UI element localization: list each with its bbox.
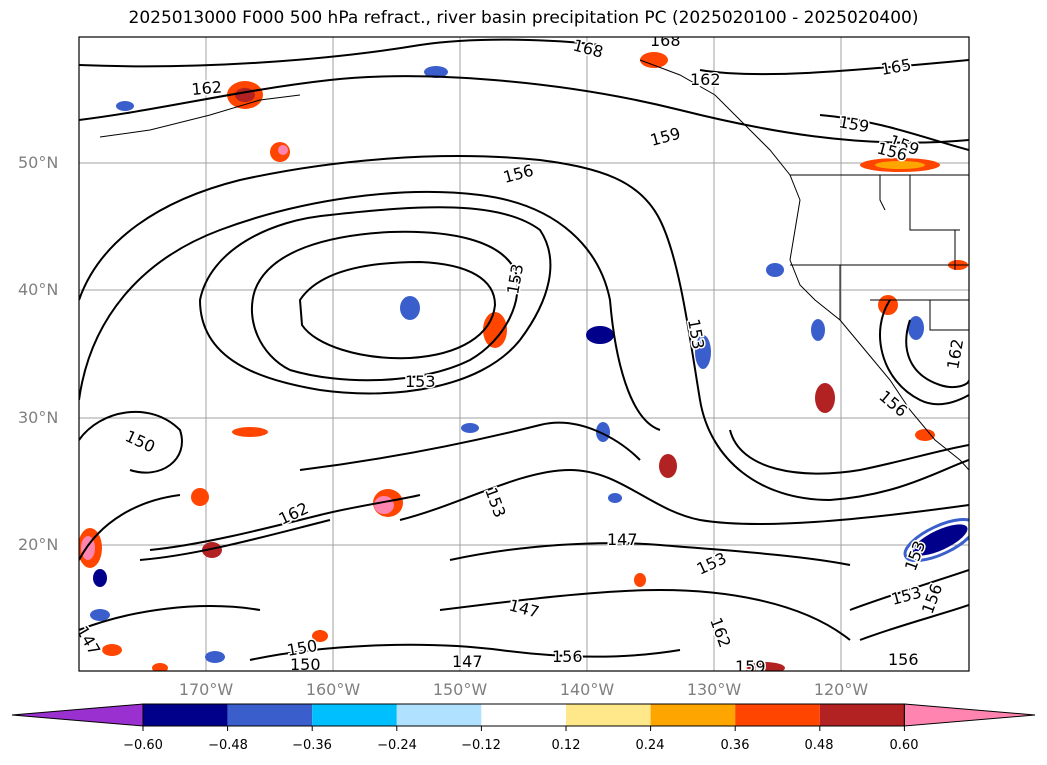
height-contours — [79, 38, 969, 661]
colorbar-tick: −0.60 — [123, 738, 163, 753]
contour-label: 159 — [735, 657, 766, 676]
lon-label-140w: 140°W — [559, 680, 615, 699]
colorbar-extend-high — [903, 703, 1036, 727]
contour-label: 156 — [888, 650, 919, 669]
precip-shading — [79, 52, 969, 671]
contour-label: 168 — [650, 31, 681, 50]
contour-label: 150 — [290, 655, 321, 674]
lat-label-20n: 20°N — [18, 535, 59, 554]
colorbar-tick: −0.24 — [377, 738, 417, 753]
colorbar-segment — [566, 704, 651, 726]
lon-label-160w: 160°W — [305, 680, 361, 699]
contour-label: 162 — [191, 77, 223, 99]
gridlines — [79, 37, 969, 671]
lat-label-30n: 30°N — [18, 408, 59, 427]
colorbar-segment — [312, 704, 397, 726]
lon-label-170w: 170°W — [178, 680, 234, 699]
contour-label: 147 — [607, 530, 638, 549]
colorbar-tick: 0.48 — [804, 738, 834, 753]
colorbar-segment — [227, 704, 313, 726]
colorbar-outline — [142, 703, 905, 727]
colorbar-tick: −0.36 — [292, 738, 332, 753]
colorbar-segment — [735, 704, 820, 726]
colorbar-tick: 0.24 — [635, 738, 665, 753]
colorbar-tick: 0.60 — [889, 738, 919, 753]
colorbar-segment — [143, 704, 228, 726]
map-title: 2025013000 F000 500 hPa refract., river … — [128, 8, 919, 28]
lon-label-120w: 120°W — [813, 680, 869, 699]
colorbar-segment — [481, 704, 566, 726]
colorbar-segment — [650, 704, 736, 726]
contour-label: 153 — [405, 372, 436, 391]
colorbar-tick: −0.12 — [461, 738, 501, 753]
contour-label: 162 — [690, 70, 721, 89]
colorbar-extend-low — [11, 703, 144, 727]
lon-label-150w: 150°W — [432, 680, 488, 699]
lon-label-130w: 130°W — [686, 680, 742, 699]
lat-label-40n: 40°N — [18, 280, 59, 299]
colorbar-tick: 0.36 — [720, 738, 750, 753]
coastlines — [99, 59, 969, 471]
colorbar-segment — [819, 704, 905, 726]
contour-label: 156 — [875, 139, 909, 165]
lat-label-50n: 50°N — [18, 153, 59, 172]
colorbar-tick: −0.48 — [208, 738, 248, 753]
contour-label: 156 — [552, 647, 583, 666]
contour-label: 147 — [452, 652, 483, 671]
colorbar-tick: 0.12 — [551, 738, 581, 753]
colorbar-segment — [396, 704, 482, 726]
